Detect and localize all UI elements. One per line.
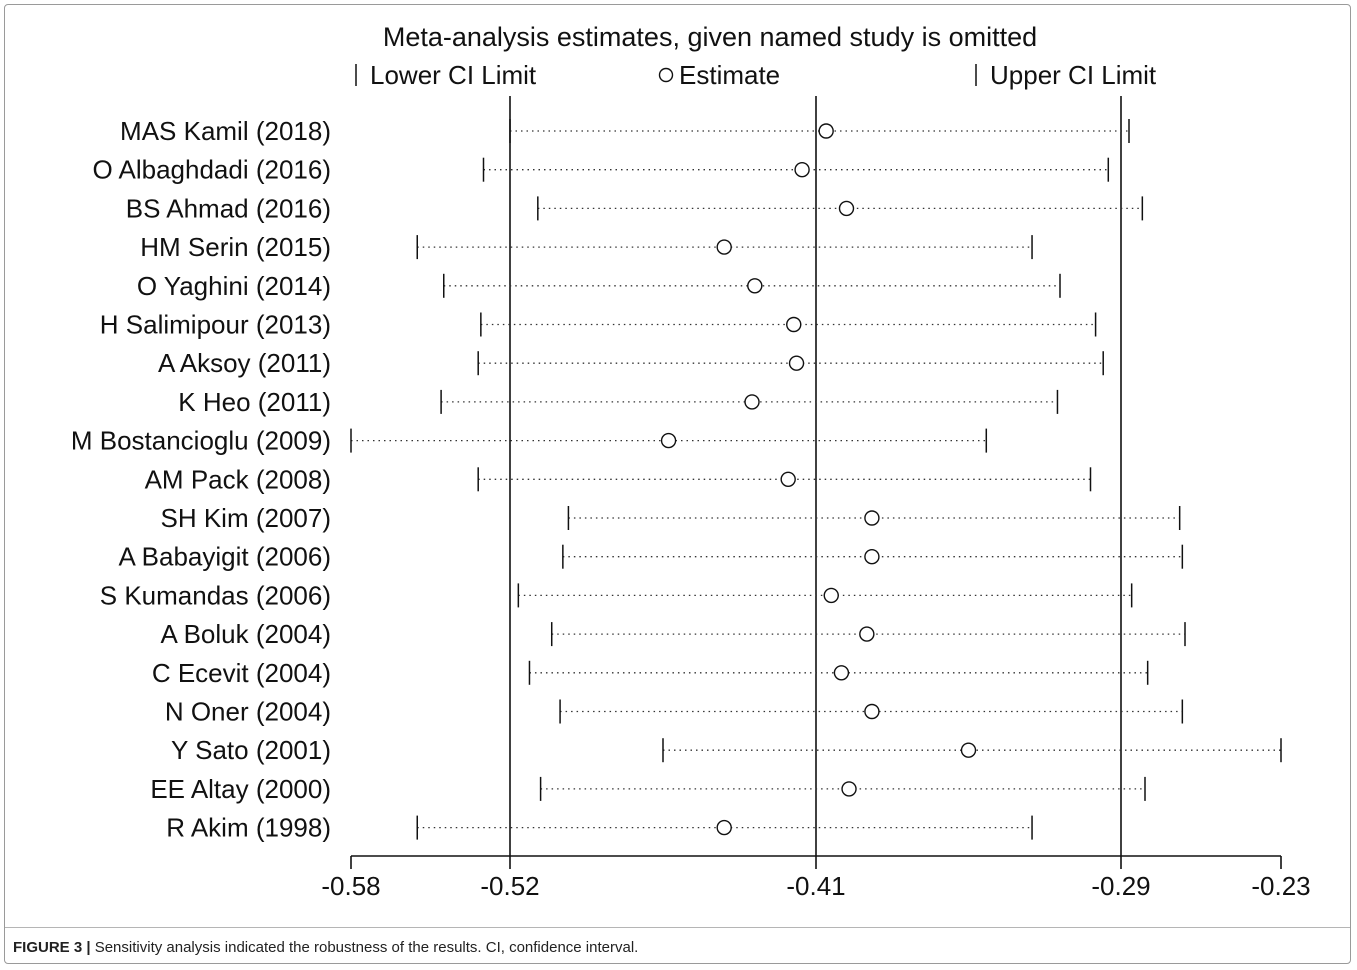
x-tick-label: -0.41 [786,871,845,901]
estimate-point [660,432,677,449]
study-label: EE Altay (2000) [150,774,331,804]
study-label: A Aksoy (2011) [158,348,331,378]
study-row: A Aksoy (2011) [158,348,1104,378]
legend-estimate-label: Estimate [679,60,780,90]
study-row: M Bostancioglu (2009) [71,426,988,456]
study-row: HM Serin (2015) [140,232,1033,262]
study-label: C Ecevit (2004) [152,658,331,688]
study-label: SH Kim (2007) [161,503,332,533]
estimate-point [960,742,977,758]
study-row: N Oner (2004) [165,697,1184,727]
estimate-point [786,316,802,333]
x-tick-label: -0.58 [321,871,380,901]
estimate-point [833,665,850,681]
estimate-point [818,123,834,139]
legend-lower-label: Lower CI Limit [370,60,537,90]
caption-divider [5,927,1350,928]
estimate-point [864,703,880,720]
study-row: O Albaghdadi (2016) [92,155,1110,185]
study-row: H Salimipour (2013) [100,310,1097,340]
x-axis: -0.58 -0.52 -0.41 -0.29 -0.23 [321,855,1311,901]
study-label: HM Serin (2015) [140,232,331,262]
study-rows: MAS Kamil (2018) O Albaghdadi (2016) BS Ah… [71,116,1282,843]
x-tick-label: -0.23 [1251,871,1310,901]
estimate-point [823,587,839,604]
study-label: BS Ahmad (2016) [126,193,331,223]
study-row: MAS Kamil (2018) [120,116,1130,146]
study-row: A Babayigit (2006) [119,542,1184,572]
study-label: A Babayigit (2006) [119,542,331,572]
study-row: C Ecevit (2004) [152,658,1149,688]
estimate-point [794,161,810,178]
study-row: AM Pack (2008) [145,464,1092,494]
figure-frame [4,4,1351,964]
study-label: AM Pack (2008) [145,464,331,494]
study-label: O Yaghini (2014) [137,271,331,301]
study-label: K Heo (2011) [178,387,331,417]
study-label: R Akim (1998) [166,813,331,843]
study-label: O Albaghdadi (2016) [92,155,331,185]
estimate-point [864,549,880,565]
legend-upper-label: Upper CI Limit [990,60,1157,90]
study-label: H Salimipour (2013) [100,310,331,340]
estimate-point [747,278,763,294]
study-row: BS Ahmad (2016) [126,193,1144,223]
estimate-point [788,355,805,371]
estimate-point [864,510,880,526]
study-row: A Boluk (2004) [160,619,1186,649]
estimate-point [716,819,732,836]
study-row: K Heo (2011) [178,387,1059,417]
x-tick-label: -0.52 [480,871,539,901]
study-label: N Oner (2004) [165,697,331,727]
estimate-point [716,239,732,255]
study-row: R Akim (1998) [166,813,1033,843]
study-row: O Yaghini (2014) [137,271,1061,301]
study-label: M Bostancioglu (2009) [71,426,331,456]
study-label: MAS Kamil (2018) [120,116,331,146]
legend-estimate-marker [658,67,674,83]
reference-lines [509,96,1122,856]
estimate-point [780,471,796,487]
chart-title: Meta-analysis estimates, given named stu… [383,22,1037,52]
caption-label: FIGURE 3 | [13,939,91,956]
study-row: EE Altay (2000) [150,774,1146,804]
caption-text: Sensitivity analysis indicated the robus… [90,939,639,956]
study-row: SH Kim (2007) [161,503,1181,533]
study-row: Y Sato (2001) [171,735,1282,765]
study-label: S Kumandas (2006) [100,580,331,610]
estimate-point [841,781,857,797]
estimate-point [744,394,760,410]
estimate-point [859,626,875,642]
study-label: Y Sato (2001) [171,735,331,765]
x-tick-label: -0.29 [1091,871,1150,901]
figure-caption: FIGURE 3 | Sensitivity analysis indicate… [13,939,638,956]
legend: Lower CI Limit Estimate Upper CI Limit [355,60,1157,90]
study-label: A Boluk (2004) [160,619,331,649]
study-row: S Kumandas (2006) [100,580,1133,610]
estimate-point [838,200,855,217]
